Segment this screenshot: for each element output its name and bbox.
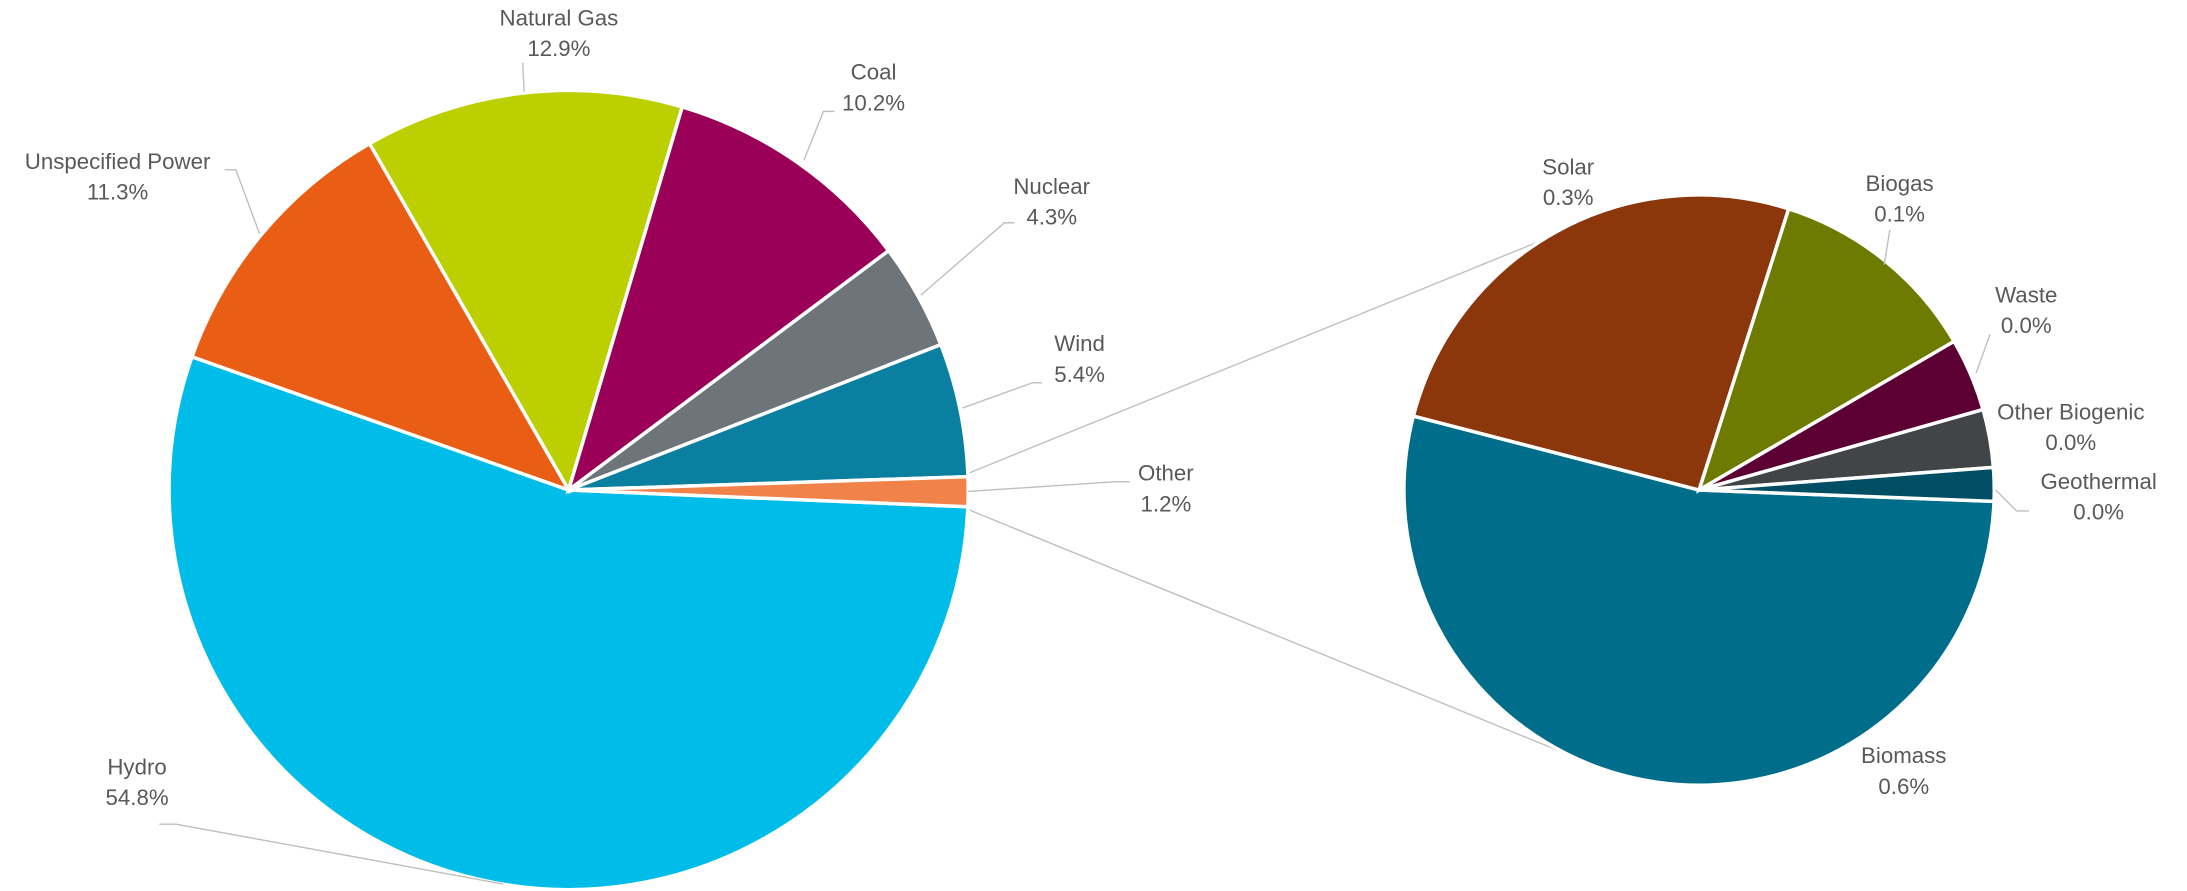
connector-line — [967, 508, 1562, 753]
slice-value: 5.4% — [1054, 362, 1105, 387]
pie-slice — [568, 474, 970, 509]
leader-line — [522, 62, 525, 92]
slice-label: Biomass — [1861, 743, 1946, 768]
leader-line — [159, 823, 504, 885]
slice-value: 0.0% — [2045, 430, 2096, 455]
slice-label: Biogas — [1866, 171, 1934, 196]
leader-line — [803, 110, 835, 161]
slice-label: Wind — [1054, 331, 1105, 356]
pie-slice — [1696, 206, 1957, 494]
slice-value: 54.8% — [105, 785, 168, 810]
leader-line — [224, 169, 261, 235]
slice-value: 0.1% — [1874, 202, 1925, 227]
slice-label: Other — [1138, 461, 1194, 486]
pie-slice — [1411, 193, 1791, 493]
slice-value: 11.3% — [87, 179, 148, 204]
slice-value: 12.9% — [527, 36, 590, 61]
slice-value: 0.0% — [2073, 500, 2124, 525]
pie-slice — [367, 88, 685, 495]
slice-label: Hydro — [107, 754, 166, 779]
slice-value: 1.2% — [1141, 491, 1192, 516]
slice-value: 10.2% — [842, 90, 905, 115]
leader-line — [1995, 489, 2030, 512]
slice-label: Unspecified Power — [25, 149, 211, 174]
pie-slice — [565, 104, 892, 495]
connector-line — [967, 231, 1562, 474]
slice-label: Waste — [1995, 282, 2057, 307]
leader-line — [920, 222, 1015, 296]
slice-value: 0.6% — [1878, 774, 1929, 799]
leader-line — [962, 382, 1042, 409]
slice-label: Nuclear — [1013, 174, 1090, 199]
leader-line — [968, 481, 1130, 493]
slice-value: 4.3% — [1026, 204, 1077, 229]
pie-slice — [568, 342, 970, 492]
pie-slice — [1698, 465, 1996, 504]
slice-value: 0.3% — [1543, 185, 1594, 210]
pie-slice — [1402, 413, 1996, 787]
slice-label: Solar — [1542, 154, 1595, 179]
leader-line — [1883, 229, 1891, 265]
slice-label: Geothermal — [2040, 469, 2156, 494]
slice-label: Natural Gas — [499, 5, 618, 30]
leader-line — [1975, 333, 1991, 374]
slice-label: Other Biogenic — [1997, 399, 2144, 424]
slice-label: Coal — [851, 60, 897, 85]
slice-value: 0.0% — [2001, 313, 2052, 338]
pie-slice — [189, 141, 573, 494]
